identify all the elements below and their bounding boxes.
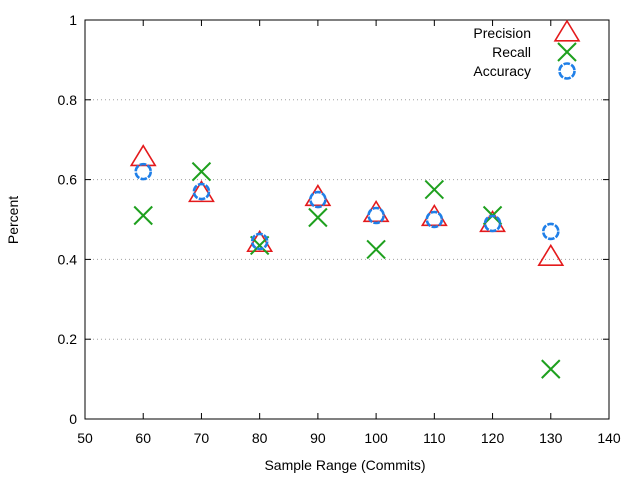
series-recall (133, 161, 561, 379)
data-points (129, 144, 565, 379)
y-tick-label: 0.6 (58, 172, 78, 188)
legend-marker-accuracy (558, 62, 576, 80)
recall-point-stroke (133, 205, 153, 226)
x-tick-label: 140 (597, 430, 621, 446)
accuracy-point (309, 190, 327, 209)
series-accuracy (134, 162, 560, 251)
y-tick-label: 0.8 (58, 92, 78, 108)
accuracy-point (134, 162, 153, 181)
recall-point-stroke (541, 359, 561, 379)
accuracy-point (367, 206, 385, 225)
recall-point (366, 239, 386, 260)
legend: Precision Recall Accuracy (473, 19, 581, 80)
x-tick-label: 90 (310, 430, 326, 446)
accuracy-point (250, 232, 269, 251)
accuracy-point (483, 214, 502, 233)
x-tick-label: 70 (194, 430, 210, 446)
recall-point (133, 205, 153, 226)
grid-lines (85, 99, 609, 340)
y-tick-label: 0.4 (58, 251, 78, 267)
x-tick-label: 120 (481, 430, 505, 446)
y-tick-label: 1 (69, 12, 77, 28)
precision-point (188, 180, 215, 203)
recall-point-stroke (191, 161, 212, 182)
recall-point (191, 161, 212, 182)
x-tick-labels: 50 60 70 80 90 100 110 120 130 140 (77, 430, 621, 446)
legend-marker-precision (553, 19, 581, 42)
recall-point-stroke (308, 207, 328, 228)
precision-point (246, 229, 274, 253)
precision-point (304, 184, 332, 207)
y-tick-label: 0.2 (58, 331, 78, 347)
accuracy-point (425, 210, 444, 229)
legend-marker-recall (557, 42, 577, 62)
accuracy-point (192, 182, 211, 201)
legend-label-recall: Recall (492, 44, 531, 60)
precision-point (362, 199, 390, 223)
legend-marker-recall-stroke (557, 42, 577, 62)
series-precision (129, 144, 565, 267)
precision-point (420, 203, 448, 227)
recall-point-stroke (424, 179, 445, 200)
recall-point (308, 207, 328, 228)
x-tick-label: 130 (539, 430, 563, 446)
accuracy-point (541, 222, 560, 241)
precision-point (537, 243, 565, 267)
x-tick-label: 60 (135, 430, 151, 446)
x-tick-label: 110 (423, 430, 446, 446)
recall-point-stroke (366, 239, 386, 260)
legend-label-precision: Precision (473, 25, 531, 41)
y-axis-label: Percent (5, 196, 21, 244)
x-axis-label: Sample Range (Commits) (264, 457, 425, 473)
recall-point (424, 179, 445, 200)
x-tick-label: 50 (77, 430, 93, 446)
recall-point (541, 359, 561, 379)
y-tick-label: 0 (69, 411, 77, 427)
axis-ticks (84, 19, 610, 420)
x-tick-label: 100 (364, 430, 388, 446)
y-tick-labels: 0 0.2 0.4 0.6 0.8 1 (58, 12, 78, 427)
legend-label-accuracy: Accuracy (473, 63, 531, 79)
plot-frame (84, 19, 610, 420)
precision-point (129, 144, 157, 167)
x-tick-label: 80 (252, 430, 268, 446)
